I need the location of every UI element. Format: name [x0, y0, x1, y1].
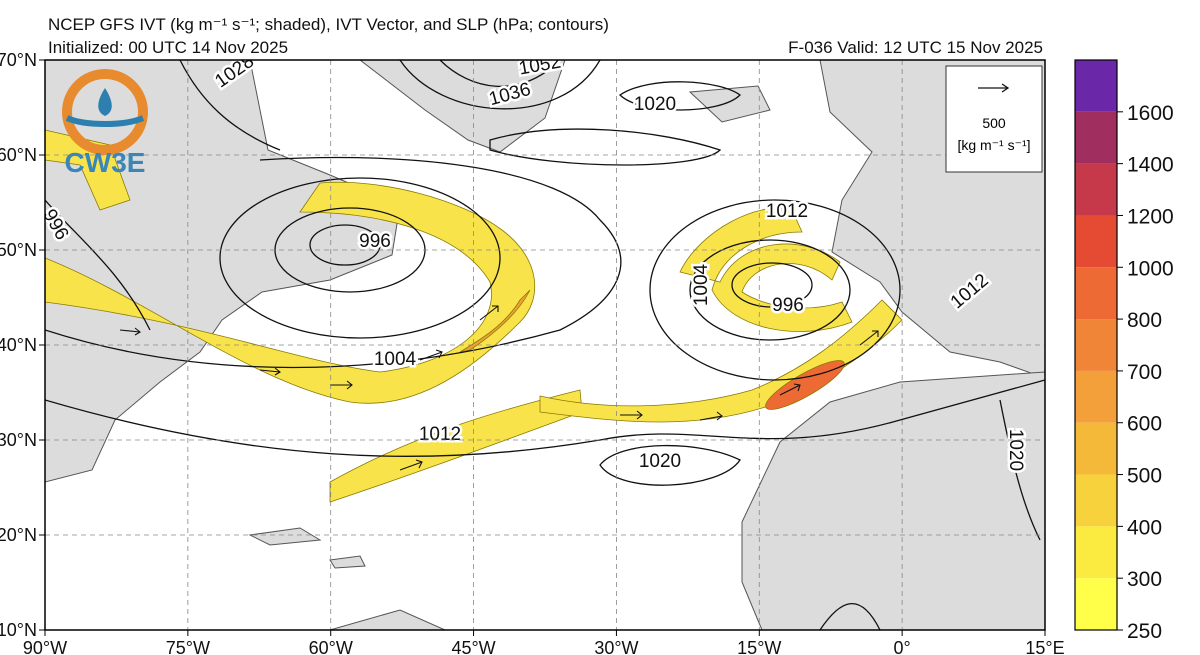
colorbar-segment	[1075, 163, 1117, 216]
colorbar-segment	[1075, 60, 1117, 112]
colorbar-segment	[1075, 215, 1117, 268]
iceland	[688, 85, 771, 123]
colorbar-segment	[1075, 578, 1117, 630]
ivt-vectors	[119, 305, 879, 471]
colorbar-label: 1600	[1127, 102, 1174, 125]
slp-contour-label: 1004	[691, 263, 712, 306]
lon-tick-label: 60°W	[309, 638, 353, 655]
lon-tick-label: 15°W	[737, 638, 781, 655]
colorbar-segment	[1075, 319, 1117, 371]
lon-tick-label: 75°W	[166, 638, 210, 655]
lon-tick-label: 90°W	[23, 638, 67, 655]
ivt-shading	[45, 129, 903, 503]
title: NCEP GFS IVT (kg m⁻¹ s⁻¹; shaded), IVT V…	[48, 15, 609, 34]
slp-contour	[819, 399, 1041, 630]
slp-contour-label: 1020	[634, 94, 676, 115]
south-america	[329, 609, 446, 630]
slp-contour	[618, 81, 741, 111]
slp-contour	[309, 224, 381, 266]
lat-tick-label: 70°N	[0, 50, 37, 70]
vector-key-units: [kg m⁻¹ s⁻¹]	[957, 137, 1030, 153]
slp-contour-label: 1020	[1005, 429, 1026, 471]
graticule: 90°W 75°W 60°W 45°W 30°W 15°W 0° 15°E 10°N 20°N 30…	[0, 50, 1065, 655]
colorbar-segment	[1075, 474, 1117, 527]
slp-contour-label: 1012	[419, 424, 461, 445]
slp-contour-label: 1020	[639, 451, 681, 472]
slp-contour	[489, 128, 722, 166]
colorbar-label: 400	[1127, 516, 1162, 539]
colorbar-label: 500	[1127, 465, 1162, 488]
ivt-comma	[679, 207, 853, 332]
slp-contour	[399, 60, 601, 110]
lon-tick-label: 45°W	[451, 638, 495, 655]
colorbar-segment	[1075, 526, 1117, 579]
lat-tick-label: 30°N	[0, 430, 37, 450]
slp-contour	[649, 199, 901, 381]
colorbar-label: 700	[1127, 361, 1162, 384]
slp-contour-label: 996	[359, 231, 391, 252]
slp-contour	[219, 177, 501, 339]
lat-tick-label: 40°N	[0, 335, 37, 355]
ivt-core-west	[459, 289, 531, 353]
slp-contour	[689, 239, 851, 341]
colorbar-label: 1200	[1127, 205, 1174, 228]
vector-key-value: 500	[982, 115, 1006, 131]
logo: CW3E	[62, 69, 148, 178]
colorbar-segment	[1075, 111, 1117, 164]
ivt-plume-east	[539, 299, 903, 423]
ivt-plume-west	[45, 181, 536, 404]
colorbar-segment	[1075, 267, 1117, 320]
colorbar-label: 250	[1127, 620, 1162, 643]
vector-key: 500 [kg m⁻¹ s⁻¹]	[945, 65, 1043, 173]
lon-tick-label: 15°E	[1025, 638, 1064, 655]
logo-wave	[65, 115, 145, 127]
lat-tick-label: 50°N	[0, 240, 37, 260]
ivt-vector	[119, 305, 879, 471]
slp-contour-label: 1012	[766, 201, 808, 222]
lat-tick-label: 60°N	[0, 145, 37, 165]
slp-contour	[45, 60, 281, 331]
vector-key-box	[945, 65, 1043, 173]
valid-time: F-036 Valid: 12 UTC 15 Nov 2025	[788, 38, 1043, 57]
colorbar-segment	[1075, 422, 1117, 475]
slp-contour-label: 996	[772, 295, 804, 316]
lat-tick-label: 10°N	[0, 620, 37, 640]
slp-contour	[731, 262, 813, 308]
colorbar-frame	[1074, 59, 1118, 631]
colorbar-label: 1000	[1127, 257, 1174, 280]
map-frame	[44, 59, 1046, 631]
colorbar-label: 800	[1127, 309, 1162, 332]
init-time: Initialized: 00 UTC 14 Nov 2025	[48, 38, 288, 57]
logo-ring	[62, 69, 148, 155]
lat-tick-label: 20°N	[0, 525, 37, 545]
colorbar-label: 300	[1127, 568, 1162, 591]
lon-tick-label: 30°W	[594, 638, 638, 655]
colorbar-label: 1400	[1127, 154, 1174, 177]
colorbar: 250 300 400 500 600 700 800 1000 1200 1400 1600	[1074, 59, 1174, 643]
logo-drop	[98, 88, 112, 116]
vector-key-arrow	[978, 83, 1010, 93]
slp-contour	[45, 156, 622, 369]
colorbar-label: 600	[1127, 413, 1162, 436]
caribbean	[248, 527, 366, 569]
slp-contours	[45, 60, 1045, 630]
slp-contour	[599, 444, 741, 486]
logo-text: CW3E	[65, 147, 146, 178]
slp-contour-label: 1004	[374, 349, 417, 370]
ivt-plume-south	[329, 389, 583, 503]
colorbar-segment	[1075, 370, 1117, 423]
slp-contour	[45, 379, 1045, 457]
lon-tick-label: 0°	[894, 638, 911, 655]
